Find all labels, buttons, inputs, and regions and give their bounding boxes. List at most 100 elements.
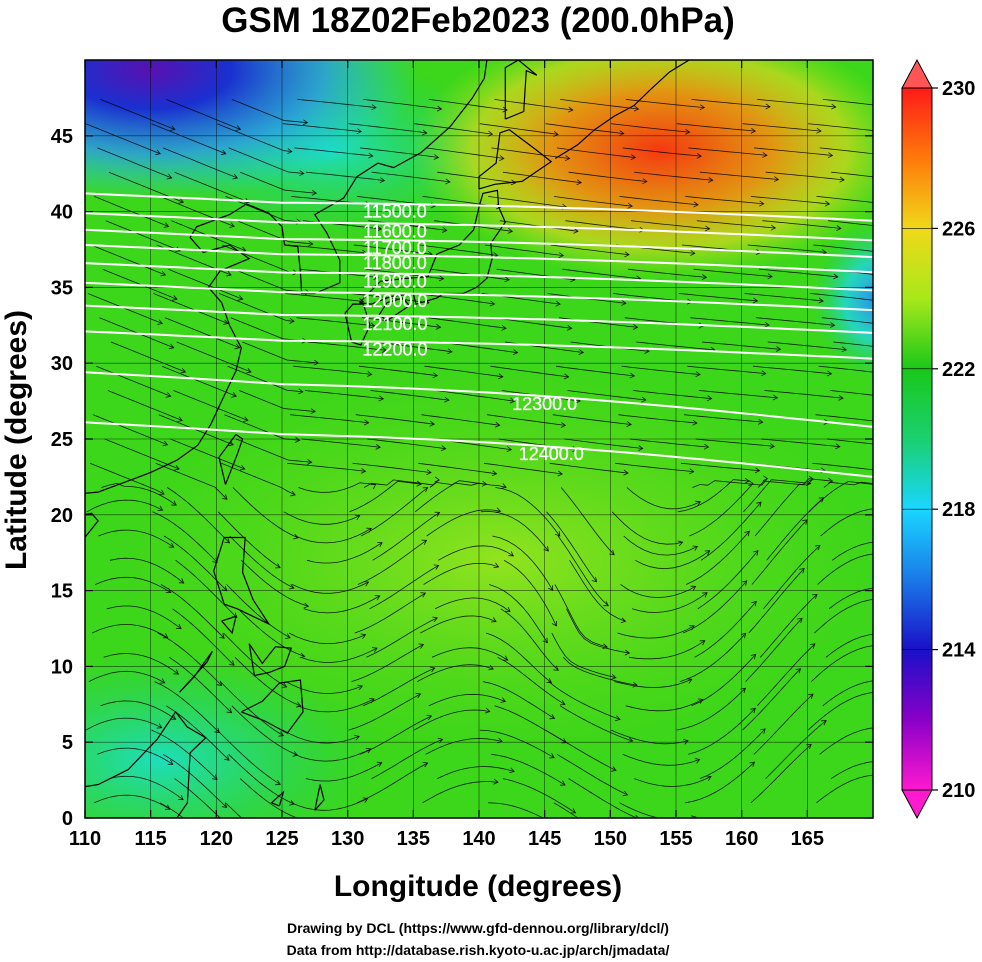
streamline-arrow <box>501 483 507 489</box>
streamline-arrow <box>611 766 617 772</box>
streamline <box>96 365 171 397</box>
x-axis-label: Longitude (degrees) <box>334 870 622 903</box>
lat-tick-label: 25 <box>51 429 73 451</box>
contour-line <box>85 281 873 312</box>
streamline <box>493 317 572 329</box>
streamline <box>298 482 376 493</box>
streamline <box>497 656 566 705</box>
streamline-arrow <box>216 680 223 686</box>
streamline <box>488 196 567 208</box>
streamline-arrow <box>415 692 422 699</box>
streamline-arrow <box>224 538 231 544</box>
lat-tick-label: 5 <box>62 732 73 754</box>
streamline <box>699 728 766 779</box>
streamline-arrow <box>769 443 775 449</box>
streamline <box>560 487 615 556</box>
streamline-arrow <box>285 633 291 639</box>
streamline <box>619 196 699 206</box>
streamline-arrow <box>438 275 445 282</box>
streamline-arrow <box>573 227 579 234</box>
coastline <box>359 189 506 305</box>
streamline-arrow <box>290 490 296 497</box>
streamline <box>369 565 439 610</box>
streamline-arrow <box>354 514 361 521</box>
streamline-arrow <box>888 725 893 730</box>
streamline <box>631 592 708 613</box>
streamline-arrow <box>690 250 696 256</box>
streamline-arrow <box>502 106 508 113</box>
streamline-arrow <box>750 653 757 660</box>
streamline-arrow <box>896 485 901 490</box>
streamline-arrow <box>744 530 750 537</box>
streamline <box>560 99 639 110</box>
streamline <box>502 171 582 184</box>
streamline-arrow <box>551 620 557 627</box>
streamline-arrow <box>416 480 422 487</box>
streamline-arrow <box>708 176 714 183</box>
streamline-arrow <box>707 395 713 402</box>
colorbar-label: 222 <box>942 359 975 381</box>
streamline-arrow <box>433 154 440 160</box>
contour-label: 11800.0 <box>363 253 427 273</box>
coastline <box>478 129 553 190</box>
streamline-arrow <box>155 149 161 156</box>
streamline <box>830 390 873 396</box>
streamline-arrow <box>168 542 175 548</box>
streamline <box>502 778 576 814</box>
streamline-arrow <box>504 276 510 283</box>
contour-label: 12400.0 <box>519 444 584 464</box>
lon-tick-label: 115 <box>135 828 167 850</box>
streamline-arrow <box>436 105 443 112</box>
streamline <box>808 123 873 131</box>
streamline-arrow <box>229 222 235 228</box>
streamline <box>105 220 181 252</box>
streamline-arrow <box>219 850 224 855</box>
streamline <box>427 317 507 329</box>
streamline-arrow <box>797 617 803 624</box>
streamline <box>368 220 447 231</box>
streamline <box>559 705 633 742</box>
streamline <box>419 244 498 256</box>
streamline <box>822 680 873 707</box>
streamline <box>236 220 313 245</box>
streamline <box>684 414 763 423</box>
streamline <box>556 753 628 796</box>
streamline-arrow <box>827 152 834 159</box>
streamline <box>679 633 747 682</box>
streamline-arrow <box>226 270 232 277</box>
streamline <box>106 605 182 630</box>
streamline-arrow <box>303 602 310 609</box>
streamline-arrow <box>504 606 511 613</box>
streamline <box>421 414 500 426</box>
streamline <box>166 487 230 544</box>
streamline-arrow <box>689 468 695 475</box>
streamline <box>300 647 378 663</box>
streamline-arrow <box>773 176 780 183</box>
streamline-arrow <box>885 772 890 777</box>
streamline-arrow <box>683 739 689 745</box>
streamline <box>100 99 176 130</box>
streamline-arrow <box>882 129 887 134</box>
streamline-arrow <box>629 372 636 379</box>
temperature-warm-region <box>410 60 873 280</box>
streamline <box>166 99 241 130</box>
streamline <box>748 568 805 634</box>
lon-tick-labels: 110 115 120 125 130 135 140 145 150 155 160 165 <box>69 828 824 850</box>
streamline-arrow <box>881 596 886 601</box>
streamline-arrow <box>226 707 233 714</box>
streamline-arrow <box>546 678 553 684</box>
streamline-arrow <box>379 177 386 184</box>
streamline-arrow <box>641 396 647 403</box>
streamline <box>165 705 230 761</box>
credit-data: Data from http://database.rish.kyoto-u.a… <box>287 942 670 958</box>
streamline-arrow <box>557 470 563 477</box>
streamline-arrow <box>568 106 574 113</box>
streamline <box>483 462 563 475</box>
streamline <box>756 317 835 326</box>
streamline <box>426 509 501 537</box>
contour-label: 12200.0 <box>362 340 427 360</box>
streamline <box>373 341 453 353</box>
streamline <box>107 390 183 421</box>
streamline <box>763 545 821 610</box>
streamline <box>615 462 694 473</box>
